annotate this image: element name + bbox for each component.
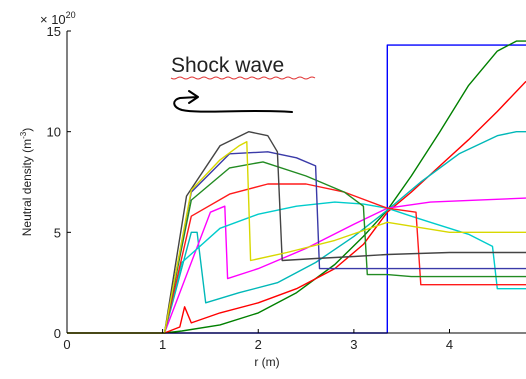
y-axis-label-exponent: -3 (19, 131, 28, 139)
y-tick-label: 15 (47, 24, 61, 39)
annotation-arrow-icon (173, 90, 293, 113)
series-line-6 (67, 201, 526, 334)
series-line-11 (67, 140, 526, 334)
x-axis-label: r (m) (254, 355, 279, 369)
series-line-10 (67, 130, 526, 334)
x-tick-label: 2 (255, 337, 262, 352)
y-tick-label: 10 (47, 125, 61, 140)
y-multiplier: × 1020 (40, 10, 76, 27)
series-line-2 (67, 40, 526, 334)
y-tick-label: 0 (54, 326, 61, 341)
series-line-3 (67, 80, 526, 334)
y-multiplier-exponent: 20 (66, 10, 76, 20)
series-line-8 (67, 161, 526, 334)
series-line-7 (67, 183, 526, 334)
y-multiplier-base: × 10 (40, 12, 66, 27)
x-tick-label: 4 (446, 337, 453, 352)
y-tick-label: 5 (54, 225, 61, 240)
y-axis-label: Neutral density (m-3) (19, 128, 34, 237)
x-tick-label: 0 (63, 337, 70, 352)
x-tick-label: 1 (159, 337, 166, 352)
annotation-spellcheck-underline (170, 76, 316, 80)
series-line-4 (67, 130, 526, 334)
x-tick-label: 3 (350, 337, 357, 352)
shock-wave-annotation: Shock wave (170, 54, 316, 113)
annotation-text: Shock wave (171, 54, 284, 77)
y-axis-label-prefix: Neutral density (m (20, 139, 34, 236)
series-lines (67, 40, 526, 334)
y-axis-label-suffix: ) (20, 128, 34, 132)
axis-ticks: 0 1 2 3 4 0 5 10 15 (47, 24, 454, 352)
